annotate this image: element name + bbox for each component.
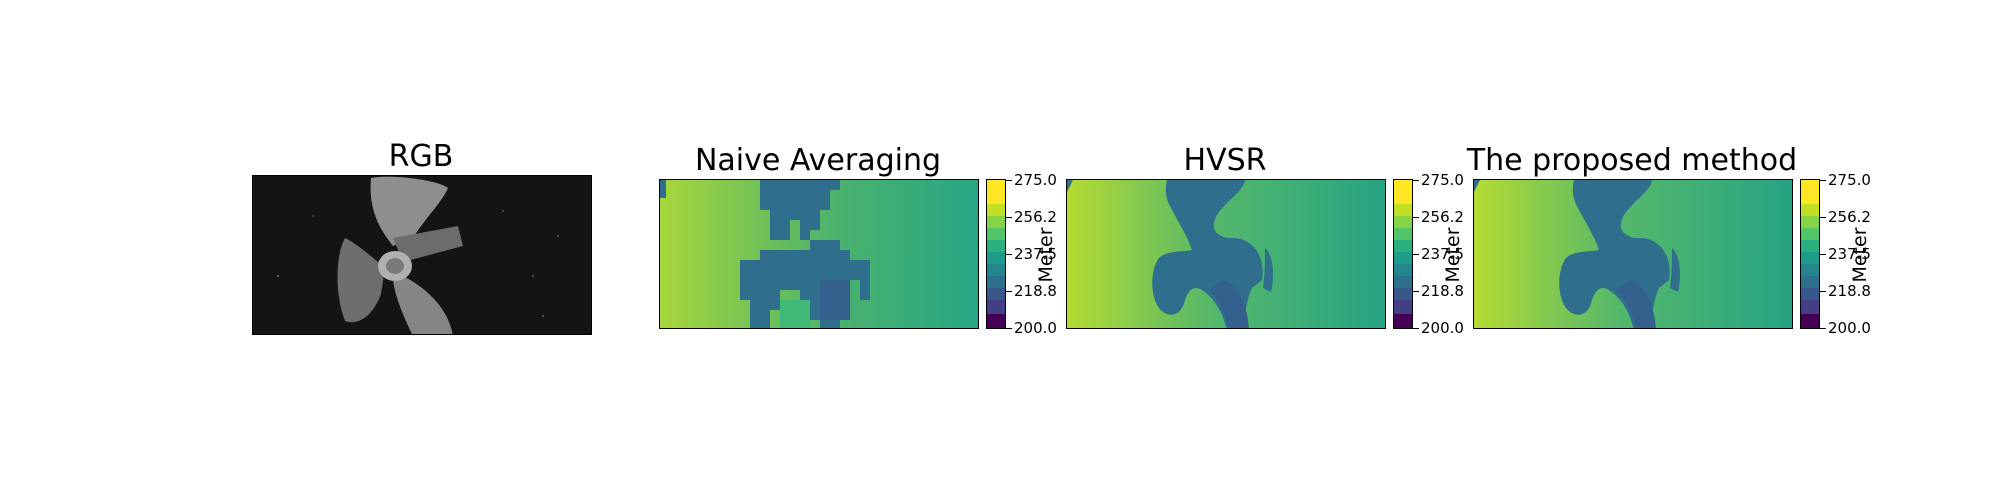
- colorbar-tick: 256.2: [1421, 208, 1464, 226]
- depth-map-naive: [659, 179, 979, 329]
- depth-map-proposed: [1473, 179, 1793, 329]
- colorbar-label: Meter: [1442, 227, 1464, 283]
- colorbar-tick: 237.5: [1421, 245, 1464, 263]
- propeller-left-blade: [337, 238, 385, 323]
- rgb-image: [252, 175, 592, 335]
- colorbar-hvsr: [1393, 179, 1413, 329]
- colorbar-tick: 200.0: [1828, 319, 1871, 337]
- colorbar-tick: 218.8: [1828, 282, 1871, 300]
- rgb-title: RGB: [388, 139, 454, 174]
- propeller-top-blade: [370, 176, 448, 246]
- colorbar-label: Meter: [1035, 227, 1057, 283]
- colorbar-tick: 218.8: [1421, 282, 1464, 300]
- propeller-right-blade: [393, 276, 453, 334]
- colorbar-naive: [986, 179, 1006, 329]
- colorbar-tick: 275.0: [1421, 171, 1464, 189]
- colorbar-tick: 256.2: [1828, 208, 1871, 226]
- colorbar-tick: 275.0: [1014, 171, 1057, 189]
- colorbar-proposed: [1800, 179, 1820, 329]
- depth-map-hvsr: [1066, 179, 1386, 329]
- colorbar-tick: 218.8: [1014, 282, 1057, 300]
- colorbar-tick: 256.2: [1014, 208, 1057, 226]
- panel-title-hvsr: HVSR: [1183, 143, 1267, 178]
- colorbar-tick: 275.0: [1828, 171, 1871, 189]
- colorbar-tick: 200.0: [1014, 319, 1057, 337]
- colorbar-label: Meter: [1849, 227, 1871, 283]
- colorbar-tick: 200.0: [1421, 319, 1464, 337]
- panel-title-naive: Naive Averaging: [694, 143, 942, 178]
- colorbar-tick: 237.5: [1014, 245, 1057, 263]
- panel-title-proposed: The proposed method: [1466, 143, 1798, 178]
- colorbar-tick: 237.5: [1828, 245, 1871, 263]
